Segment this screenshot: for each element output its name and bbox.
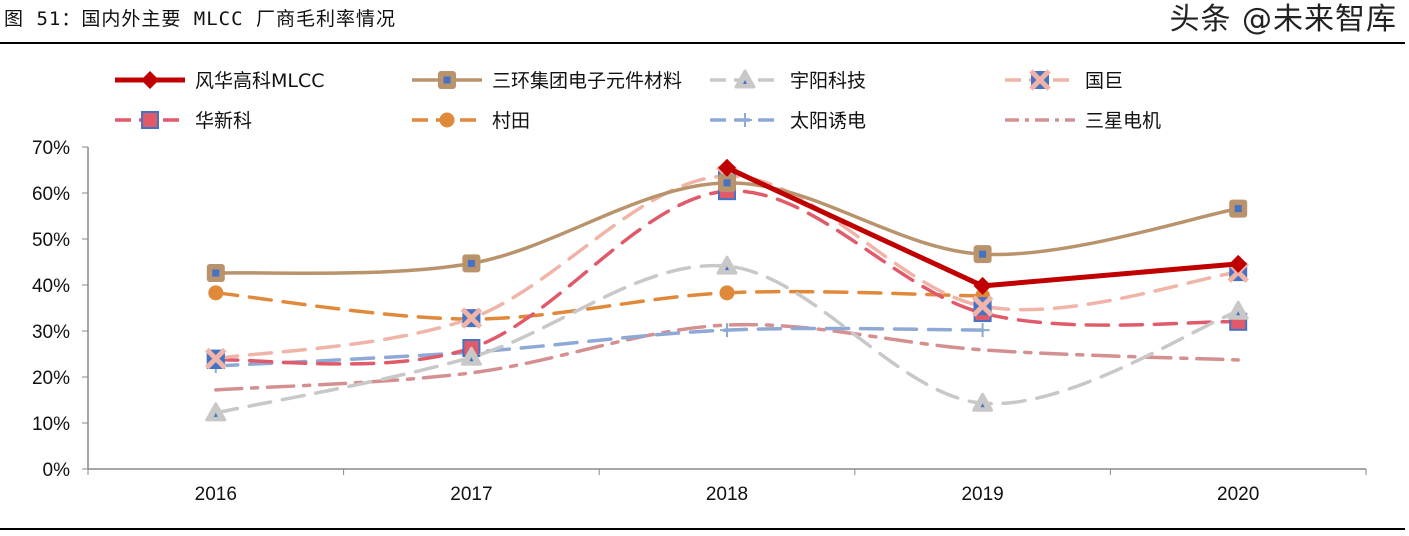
series-宇阳科技 <box>205 255 1249 422</box>
triangle-marker <box>1227 300 1249 320</box>
triangle-marker-inner <box>743 80 747 84</box>
legend-item: 三星电机 <box>1005 110 1161 132</box>
y-tick-label: 50% <box>32 230 70 251</box>
square-marker-inner <box>443 76 451 84</box>
square-marker-inner <box>467 259 475 267</box>
y-tick-label: 30% <box>32 322 70 343</box>
triangle-marker <box>205 402 227 422</box>
watermark: 头条 @未来智库 <box>1169 2 1397 37</box>
x-tick-label: 2016 <box>195 484 237 505</box>
series-line <box>214 263 1240 415</box>
x-tick-label: 2019 <box>961 484 1003 505</box>
legend-label: 国巨 <box>1085 70 1123 92</box>
plus-marker <box>738 113 752 127</box>
triangle-marker <box>716 255 738 275</box>
x-tick-label: 2018 <box>706 484 748 505</box>
series-风华高科MLCC <box>718 158 1248 295</box>
square-marker-inner <box>1234 205 1242 213</box>
bottom-rule <box>0 528 1405 530</box>
y-tick-label: 40% <box>32 276 70 297</box>
top-rule <box>0 42 1405 44</box>
legend-item: 村田 <box>412 110 530 132</box>
series-三星电机 <box>214 322 1240 392</box>
plus-marker <box>720 323 734 338</box>
legend-label: 三环集团电子元件材料 <box>492 70 682 92</box>
diamond-marker <box>141 71 159 89</box>
x-tick-label: 2020 <box>1217 484 1259 505</box>
x-tick-label: 2017 <box>450 484 492 505</box>
y-tick-label: 0% <box>43 460 71 481</box>
y-tick-label: 60% <box>32 184 70 205</box>
legend-item: 宇阳科技 <box>710 69 866 92</box>
series-line <box>214 326 985 368</box>
legend-label: 三星电机 <box>1085 110 1161 132</box>
x-marker <box>1029 69 1051 91</box>
legend-label: 宇阳科技 <box>790 70 866 92</box>
triangle-marker <box>734 69 756 89</box>
x-marker <box>971 295 994 317</box>
legend-label: 村田 <box>492 110 530 132</box>
circle-marker <box>719 285 735 301</box>
series-line <box>214 322 1240 392</box>
triangle-marker-inner <box>1236 311 1241 316</box>
triangle-marker-inner <box>213 412 218 417</box>
triangle-marker-inner <box>469 357 474 362</box>
x-marker <box>460 307 483 329</box>
triangle-marker-inner <box>725 266 729 271</box>
triangle-marker <box>972 392 994 412</box>
diamond-marker <box>1229 254 1248 273</box>
series-三环集团电子元件材料 <box>206 173 1248 283</box>
y-tick-label: 20% <box>32 368 70 389</box>
triangle-marker <box>460 346 482 366</box>
x-marker <box>205 347 227 370</box>
circle-marker <box>208 285 224 301</box>
series-line <box>214 289 985 321</box>
triangle-marker-inner <box>980 403 985 408</box>
figure-title: 图 51：国内外主要 MLCC 厂商毛利率情况 <box>4 8 396 30</box>
series-村田 <box>208 285 991 327</box>
diamond-marker <box>973 276 992 295</box>
legend-label: 太阳诱电 <box>790 110 866 132</box>
square-marker-inner <box>723 179 731 187</box>
legend-label: 华新科 <box>195 110 252 132</box>
square-marker-inner <box>979 250 987 258</box>
legend-item: 风华高科MLCC <box>115 70 325 92</box>
y-tick-label: 10% <box>32 414 70 435</box>
legend-item: 华新科 <box>115 110 252 132</box>
diamond-marker <box>718 158 736 177</box>
square-marker-inner <box>212 269 220 277</box>
plus-marker <box>975 323 990 338</box>
legend-item: 国巨 <box>1005 69 1123 92</box>
legend-item: 三环集团电子元件材料 <box>412 70 682 92</box>
y-tick-label: 70% <box>32 138 70 159</box>
legend-label: 风华高科MLCC <box>195 70 325 92</box>
xsquare-marker <box>143 113 157 127</box>
legend-item: 太阳诱电 <box>710 110 866 132</box>
circle-marker <box>439 112 455 128</box>
